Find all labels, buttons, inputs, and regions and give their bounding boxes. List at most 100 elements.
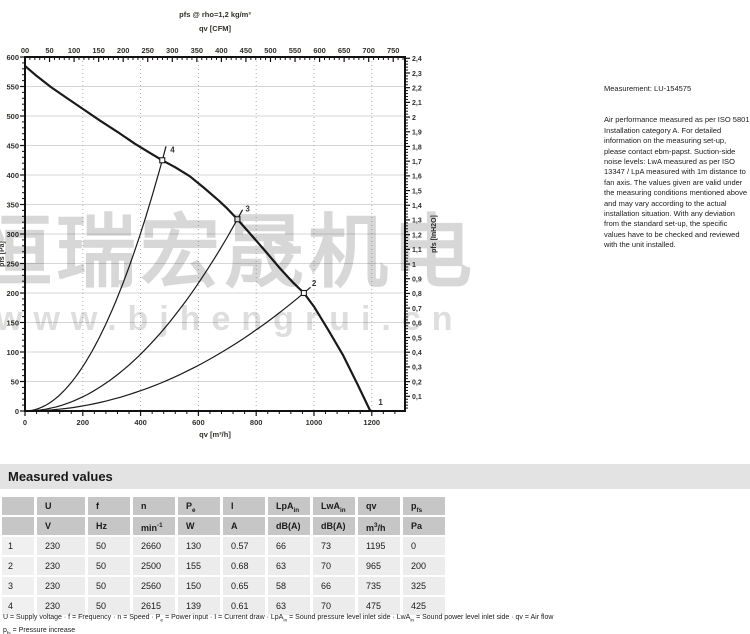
column-header: n [133,497,175,515]
table-cell: 230 [37,597,85,615]
svg-text:pfs [InH2O]: pfs [InH2O] [431,215,438,253]
svg-text:200: 200 [77,418,90,427]
measurement-notes: Measurement: LU-154575 Air performance m… [604,84,750,251]
table-cell: 130 [178,537,220,555]
table-cell: 50 [88,577,130,595]
column-header: f [88,497,130,515]
svg-text:50: 50 [45,46,53,55]
table-cell: 0 [403,537,445,555]
table-cell: 50 [88,597,130,615]
svg-text:1: 1 [378,398,383,407]
svg-text:600: 600 [192,418,205,427]
svg-text:300: 300 [166,46,179,55]
svg-text:550: 550 [6,82,19,91]
legend-line-1: U = Supply voltage · f = Frequency · n =… [3,614,554,624]
row-number: 1 [2,537,34,555]
svg-text:450: 450 [240,46,253,55]
table-cell: 50 [88,557,130,575]
svg-text:500: 500 [6,112,19,121]
svg-text:400: 400 [215,46,228,55]
table-cell: 325 [403,577,445,595]
svg-text:pfs @ rho=1,2 kg/m³: pfs @ rho=1,2 kg/m³ [179,10,251,19]
svg-text:0,9: 0,9 [412,277,422,284]
svg-text:0,6: 0,6 [412,321,422,328]
table-cell: 735 [358,577,400,595]
svg-text:100: 100 [6,348,19,357]
svg-text:1,5: 1,5 [412,188,422,195]
svg-text:650: 650 [338,46,351,55]
svg-text:0,7: 0,7 [412,306,422,313]
table-row: 2 230 50 2500 155 0.68 63 70 965 200 [2,557,445,575]
table-cell: 2500 [133,557,175,575]
measured-values-band: Measured values [0,464,750,489]
table-cell: 73 [313,537,355,555]
column-header: I [223,497,265,515]
svg-text:150: 150 [6,318,19,327]
column-unit: min-1 [133,517,175,535]
table-cell: 70 [313,597,355,615]
table-cell: 2660 [133,537,175,555]
svg-text:0: 0 [23,418,27,427]
svg-text:200: 200 [6,289,19,298]
measurement-disclaimer: Air performance measured as per ISO 5801… [604,115,750,250]
table-cell: 0.57 [223,537,265,555]
svg-text:250: 250 [141,46,154,55]
svg-text:100: 100 [68,46,81,55]
column-unit: V [37,517,85,535]
svg-text:750: 750 [387,46,400,55]
svg-text:1,8: 1,8 [412,144,422,151]
svg-text:3: 3 [245,204,250,213]
table-body: 1 230 50 2660 130 0.57 66 73 1195 0 2 230 50 2500 155 0… [2,537,445,615]
legend-line-2: pfs = Pressure increase [3,627,76,634]
svg-text:0,3: 0,3 [412,365,422,372]
svg-text:pfs [Pa]: pfs [Pa] [0,241,6,267]
column-unit: m3/h [358,517,400,535]
svg-text:350: 350 [191,46,204,55]
column-header: qv [358,497,400,515]
column-header: pfs [403,497,445,515]
svg-text:1,4: 1,4 [412,203,422,210]
svg-text:1200: 1200 [363,418,380,427]
table-cell: 230 [37,557,85,575]
svg-text:700: 700 [362,46,375,55]
table-cell: 230 [37,537,85,555]
svg-text:800: 800 [250,418,263,427]
svg-text:0,8: 0,8 [412,291,422,298]
svg-text:0,5: 0,5 [412,335,422,342]
row-number: 2 [2,557,34,575]
table-cell: 0.68 [223,557,265,575]
row-number: 4 [2,597,34,615]
column-unit: Pa [403,517,445,535]
svg-text:0,1: 0,1 [412,394,422,401]
table-cell: 1195 [358,537,400,555]
column-unit: dB(A) [313,517,355,535]
table-cell: 230 [37,577,85,595]
table-cell: 200 [403,557,445,575]
svg-text:1,1: 1,1 [412,247,422,254]
column-unit: W [178,517,220,535]
column-header: LwAin [313,497,355,515]
svg-text:2,2: 2,2 [412,85,422,92]
svg-text:250: 250 [6,259,19,268]
table-cell: 155 [178,557,220,575]
svg-text:1000: 1000 [306,418,323,427]
svg-text:0,2: 0,2 [412,379,422,386]
svg-text:350: 350 [6,200,19,209]
table-row: 1 230 50 2660 130 0.57 66 73 1195 0 [2,537,445,555]
svg-text:qv [m³/h]: qv [m³/h] [199,430,231,439]
table-cell: 0.61 [223,597,265,615]
svg-text:550: 550 [289,46,302,55]
table-cell: 139 [178,597,220,615]
svg-text:0,4: 0,4 [412,350,422,357]
svg-text:1,2: 1,2 [412,232,422,239]
table-cell: 50 [88,537,130,555]
svg-text:200: 200 [117,46,130,55]
table-cell: 2615 [133,597,175,615]
svg-text:600: 600 [6,53,19,62]
column-unit [2,517,34,535]
column-unit: Hz [88,517,130,535]
column-unit: dB(A) [268,517,310,535]
